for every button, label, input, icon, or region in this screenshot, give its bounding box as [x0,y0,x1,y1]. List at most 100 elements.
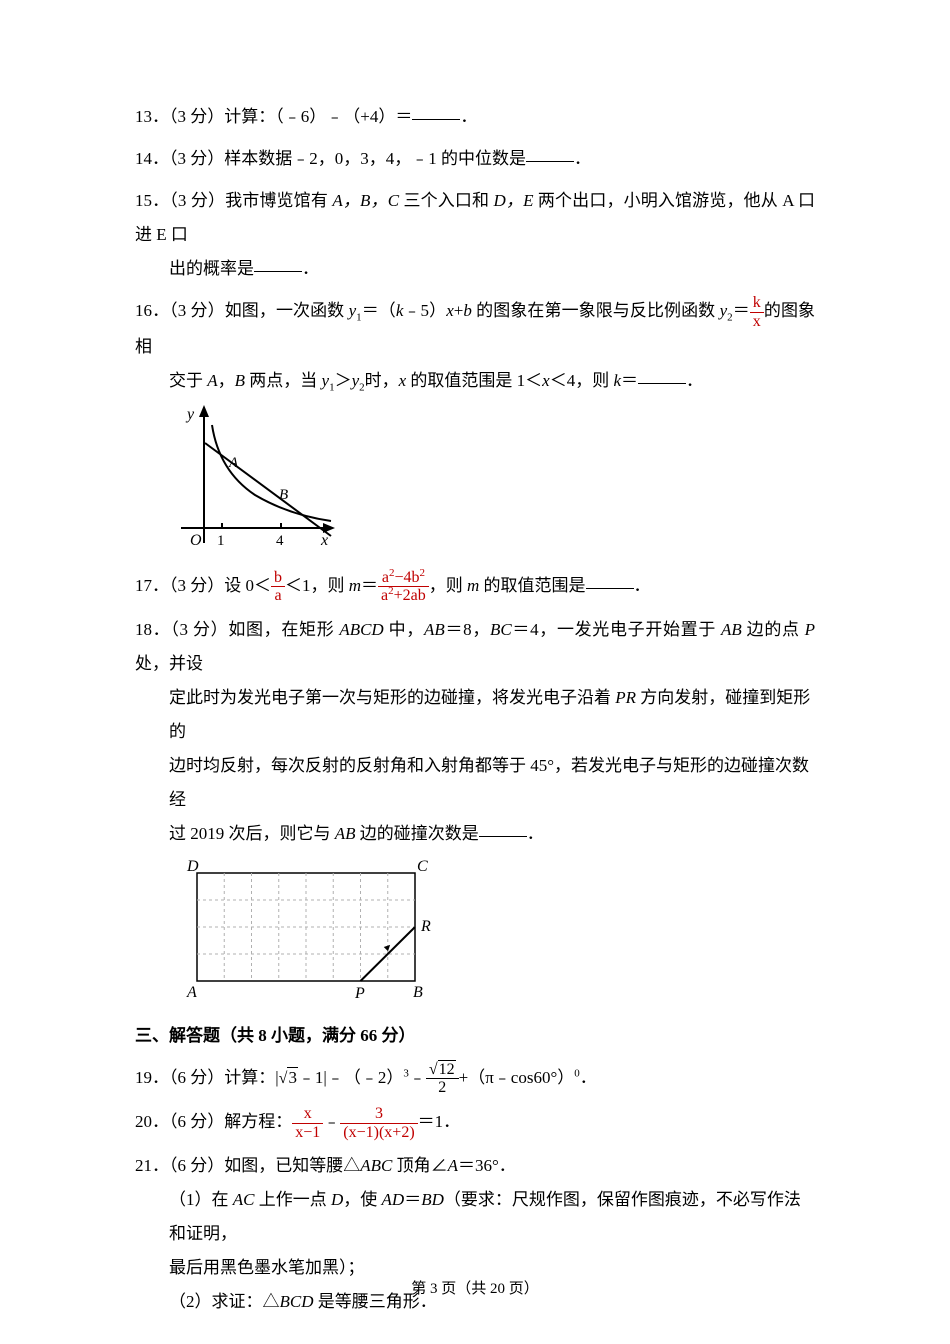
q17-pre: 17．（3 分）设 0＜ [135,576,271,595]
q18-line4: 过 2019 次后，则它与 AB 边的碰撞次数是． [135,817,815,851]
q14-dot: ． [574,149,591,168]
q16-figure: y x O 1 4 A B [169,403,337,561]
q16-l1-a: 16．（3 分）如图，一次函数 [135,301,349,320]
q20-n2: 3 [340,1105,417,1124]
q14-blank [526,144,574,162]
q17-m: m [349,576,361,595]
q15-line2: 出的概率是 ． [135,252,815,286]
q16-y1: y [349,301,357,320]
q17-f1-n: b [271,569,285,588]
q17-frac2: a2−4b2a2+2ab [378,569,429,605]
q16-y2b: y [352,371,360,390]
q17-f1-d: a [271,587,285,605]
q17-dp: +2ab [394,587,426,604]
q16-line2: 交于 A，B 两点，当 y1＞y2时，x 的取值范围是 1＜x＜4，则 k＝． [135,364,815,398]
q19-s3r: 3 [287,1067,298,1087]
q17-nt: a [382,569,389,586]
q18-eq4: ＝4，一发光电子开始置于 [512,620,721,639]
q15-l2-a: 出的概率是 [169,259,254,278]
q18-abcd: ABCD [339,620,383,639]
q21-D: D [331,1190,343,1209]
fig2-P: P [354,985,365,1002]
q17-ns1: 2 [389,567,395,579]
q16-c1: ， [218,371,235,390]
q21-l2a: （1）在 [169,1190,233,1209]
q15-l1-a: 15．（3 分）我市博览馆有 [135,191,332,210]
q16-kv: k [613,371,621,390]
q21-bd: BD [421,1190,444,1209]
q17-line: 17．（3 分）设 0＜ba＜1，则 m＝a2−4b2a2+2ab，则 m 的取… [135,569,815,605]
q18-figure: D C A B P R [169,855,459,1007]
fig1-A: A [228,455,239,471]
fig1-tick4: 4 [276,533,284,549]
question-15: 15．（3 分）我市博览馆有 A，B，C 三个入口和 D，E 两个出口，小明入馆… [135,184,815,286]
q18-p: P [805,620,815,639]
q18-line3: 边时均反射，每次反射的反射角和入射角都等于 45°，若发光电子与矩形的边碰撞次数… [135,749,815,817]
question-19: 19．（6 分）计算：|√3﹣1|﹣（﹣2）3﹣√122+（π﹣cos60°）0… [135,1061,815,1097]
q21-line2: （1）在 AC 上作一点 D，使 AD＝BD（要求：尺规作图，保留作图痕迹，不必… [135,1183,815,1251]
fig2-C: C [417,858,428,875]
q19-pre: 19．（6 分）计算：| [135,1068,279,1087]
q15-blank [254,254,302,272]
q16-range: 的取值范围是 1＜ [406,371,542,390]
q18-l1c: 边的点 [742,620,805,639]
fig2-A: A [186,984,197,1001]
q15-l1-b: 三个入口和 [399,191,494,210]
q18-line1: 18．（3 分）如图，在矩形 ABCD 中，AB＝8，BC＝4，一发光电子开始置… [135,613,815,681]
fig2-D: D [186,858,199,875]
q17-frac1: ba [271,569,285,605]
section-3-title: 三、解答题（共 8 小题，满分 66 分） [135,1019,815,1053]
q21-line1: 21．（6 分）如图，已知等腰△ABC 顶角∠A＝36°． [135,1149,815,1183]
q18-bc: BC [490,620,512,639]
q21-eq36: ＝36°． [458,1156,516,1175]
q17-nm: −4b [394,569,419,586]
q18-ab2: AB [721,620,742,639]
q13-dot: ． [460,107,477,126]
q17-blank [586,571,634,589]
q16-m5: ﹣5） [403,301,446,320]
fig2-B: B [413,984,423,1001]
q19-m1: ﹣1|﹣（﹣2） [298,1068,403,1087]
q16-frac: kx [750,294,764,330]
q20-d1: x−1 [292,1124,323,1142]
q16-frac-num: k [750,294,764,313]
q17-ds: 2 [388,585,394,597]
fig1-curve [212,425,331,521]
q21-eq: ＝ [404,1190,421,1209]
question-14: 14．（3 分）样本数据﹣2，0，3，4，﹣1 的中位数是． [135,142,815,176]
page-footer: 第 3 页（共 20 页） [0,1274,950,1304]
q19-m: ﹣ [409,1068,426,1087]
q17-rt: 的取值范围是 [479,576,585,595]
q16-eq1: ＝（ [362,301,396,320]
q21-ad: AD [382,1190,405,1209]
q16-line1: 16．（3 分）如图，一次函数 y1＝（k﹣5）x+b 的图象在第一象限与反比例… [135,294,815,364]
q16-l2-a: 交于 [169,371,207,390]
q15-abc: A，B，C [332,191,399,210]
question-13: 13．（3 分）计算：（﹣6）﹣（+4）＝． [135,100,815,134]
q19-s12: 12 [438,1060,456,1078]
ft-t3: 页） [505,1281,539,1297]
q19-den2: 2 [426,1079,459,1097]
fig1-x: x [320,532,328,549]
ft-tot: 20 [490,1281,505,1297]
fig2-R: R [420,918,431,935]
q18-l4a: 过 2019 次后，则它与 [169,824,335,843]
q21-l2c: ，使 [343,1190,381,1209]
fig1-O: O [190,532,202,549]
q20-d2: (x−1)(x+2) [340,1124,417,1142]
q19-frac: √122 [426,1061,459,1097]
fig1-B: B [279,487,288,503]
q16-l2-c: 时， [365,371,399,390]
q17-eq: ＝ [361,576,378,595]
question-16: 16．（3 分）如图，一次函数 y1＝（k﹣5）x+b 的图象在第一象限与反比例… [135,294,815,561]
fig1-line [205,443,331,536]
q16-l1-b: 的图象在第一象限与反比例函数 [472,301,720,320]
q16-b: b [463,301,472,320]
q17-lt1: ＜1，则 [285,576,349,595]
q18-dot: ． [527,824,544,843]
q18-l1d: 处，并设 [135,654,203,673]
q16-xv2: x [542,371,550,390]
q17-ns2: 2 [419,567,425,579]
q15-l2-b: ． [302,259,319,278]
q18-line2: 定此时为发光电子第一次与矩形的边碰撞，将发光电子沿着 PR 方向发射，碰撞到矩形… [135,681,815,749]
